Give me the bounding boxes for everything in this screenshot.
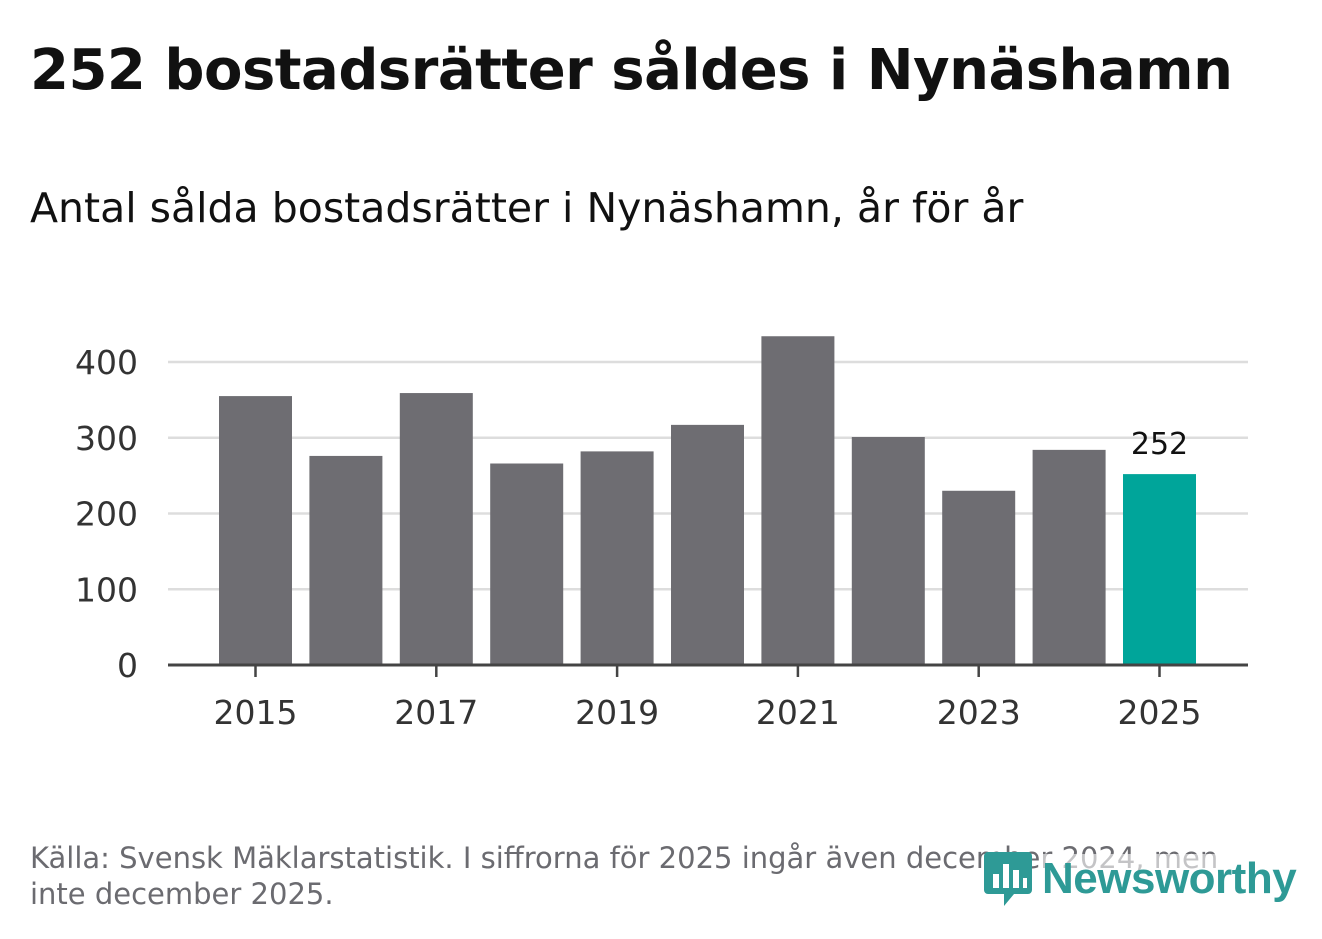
- bar-2019: [580, 451, 654, 665]
- bar-2021: [761, 336, 835, 665]
- y-tick-label: 200: [75, 495, 138, 534]
- bar-2024: [1032, 449, 1106, 665]
- bar-2025: [1123, 474, 1196, 665]
- newsworthy-logo-icon: [984, 852, 1032, 906]
- bar-2018: [490, 463, 564, 665]
- chart-subtitle: Antal sålda bostadsrätter i Nynäshamn, å…: [30, 184, 1024, 232]
- bar-2016: [309, 455, 383, 665]
- bar-2020: [671, 424, 744, 665]
- x-tick-label: 2015: [214, 693, 298, 732]
- bar-2023: [942, 490, 1016, 665]
- x-tick-label: 2019: [575, 693, 659, 732]
- bar-2015: [219, 396, 292, 665]
- x-tick-label: 2025: [1118, 693, 1202, 732]
- bar-2022: [851, 436, 925, 665]
- newsworthy-logo: Newsworthy: [982, 850, 1297, 908]
- y-tick-label: 400: [75, 343, 138, 382]
- newsworthy-logo-text: Newsworthy: [1042, 854, 1297, 904]
- y-tick-label: 300: [75, 419, 138, 458]
- x-tick-label: 2017: [394, 693, 478, 732]
- x-tick-label: 2023: [937, 693, 1021, 732]
- bar-chart: 0 100 200 300 400 2015 2017 2019 2021 2023 2025 252: [75, 336, 1248, 732]
- chart-title: 252 bostadsrätter såldes i Nynäshamn: [30, 38, 1233, 103]
- y-tick-label: 100: [75, 570, 138, 609]
- bar-2017: [399, 393, 473, 665]
- x-tick-label: 2021: [756, 693, 840, 732]
- data-label-highlight: 252: [1131, 427, 1188, 462]
- y-tick-label: 0: [117, 646, 138, 685]
